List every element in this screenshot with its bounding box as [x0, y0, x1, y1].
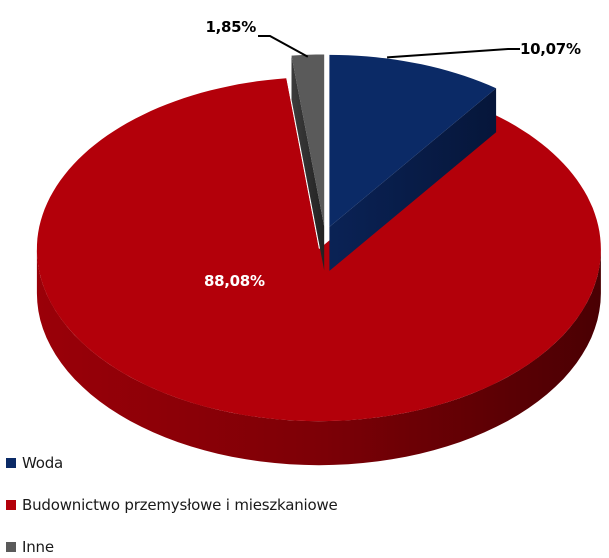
pie-data-labels: 10,07% 1,85% 88,08%	[204, 18, 581, 290]
legend-item-woda: Woda	[6, 452, 63, 474]
legend-label-woda: Woda	[22, 454, 64, 472]
pie-slice-woda-top	[329, 54, 497, 227]
pie-slice-inne	[291, 54, 325, 271]
pie-slice-inne-top	[291, 54, 325, 227]
pie-slice-woda-wall-end	[329, 88, 497, 271]
legend-item-budownictwo: Budownictwo przemysłowe i mieszkaniowe	[6, 494, 338, 516]
legend-swatch-budownictwo	[6, 500, 16, 510]
pie-slice-budownictwo-side	[36, 249, 601, 466]
pie-slice-inne-wall-start	[291, 55, 325, 271]
pie-slice-budownictwo-top	[36, 78, 601, 422]
legend-label-inne: Inne	[22, 538, 54, 556]
legend-swatch-inne	[6, 542, 16, 552]
leader-line-inne	[258, 35, 309, 58]
leader-line-woda	[387, 48, 520, 59]
legend-swatch-woda	[6, 458, 16, 468]
data-label-woda: 10,07%	[520, 40, 581, 58]
pie-slice-woda	[329, 54, 497, 271]
legend-item-inne: Inne	[6, 536, 54, 558]
data-label-inne: 1,85%	[205, 18, 256, 36]
data-label-budownictwo: 88,08%	[204, 272, 265, 290]
pie-slices	[36, 54, 601, 466]
legend-label-budownictwo: Budownictwo przemysłowe i mieszkaniowe	[22, 496, 338, 514]
